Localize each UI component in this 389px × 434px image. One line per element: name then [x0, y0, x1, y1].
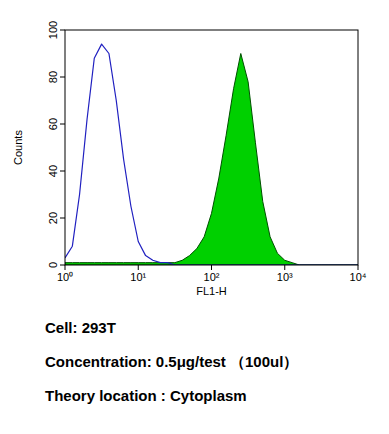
x-tick-label: 10³	[277, 271, 293, 283]
chart: 0 20 40 60 80 100 10⁰ 10¹ 10² 10³ 10⁴ Counts FL1-H Ce…	[0, 0, 389, 434]
annotation: Concentration: 0.5μg/test （100ul）	[45, 353, 298, 370]
histogram-area	[65, 54, 358, 266]
x-tick-label: 10¹	[130, 271, 146, 283]
y-tick-label: 60	[47, 118, 59, 130]
y-tick	[60, 218, 65, 219]
x-axis-label: FL1-H	[196, 285, 227, 297]
x-tick-label: 10⁰	[57, 271, 73, 283]
x-tick-label: 10⁴	[350, 271, 367, 283]
y-tick-label: 0	[47, 262, 59, 268]
annotation: Theory location : Cytoplasm	[45, 387, 247, 404]
y-tick	[60, 265, 65, 266]
x-tick	[358, 265, 359, 270]
y-tick-label: 20	[47, 212, 59, 224]
x-tick	[138, 265, 139, 270]
annotation: Cell: 293T	[45, 319, 116, 336]
x-tick-label: 10²	[204, 271, 220, 283]
x-tick	[284, 265, 285, 270]
y-tick-label: 100	[47, 21, 59, 39]
y-tick-label: 80	[47, 71, 59, 83]
histogram-line	[65, 44, 358, 265]
y-tick	[60, 77, 65, 78]
plot-frame	[65, 30, 358, 265]
x-tick	[65, 265, 66, 270]
x-tick	[211, 265, 212, 270]
y-tick	[60, 171, 65, 172]
y-tick-label: 40	[47, 165, 59, 177]
y-axis-label: Counts	[12, 130, 24, 165]
plot-area	[65, 44, 358, 265]
y-tick	[60, 30, 65, 31]
y-tick	[60, 124, 65, 125]
